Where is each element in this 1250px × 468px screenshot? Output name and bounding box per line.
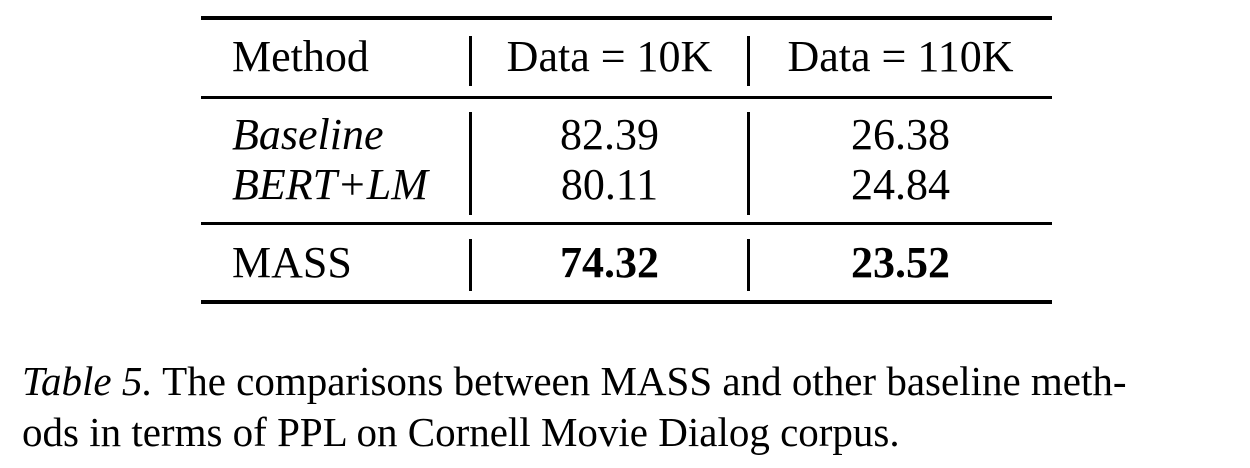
mass-value-110k: 23.52 xyxy=(851,238,950,287)
row-value-110k: 26.38 xyxy=(851,110,950,159)
row-value-10k: 80.11 xyxy=(560,160,659,209)
mass-method: MASS xyxy=(232,238,352,287)
column-separator xyxy=(469,239,472,291)
mass-value-10k: 74.32 xyxy=(560,238,659,287)
caption-label: Table 5. xyxy=(22,358,153,404)
row-method: BERT+LM xyxy=(232,160,428,209)
header-data-110k: Data = 110K xyxy=(787,32,1014,81)
table-caption: Table 5. The comparisons between MASS an… xyxy=(22,356,1232,458)
column-separator xyxy=(747,112,750,215)
table-group-rule xyxy=(201,222,1052,225)
header-method: Method xyxy=(232,32,369,81)
row-method: Baseline xyxy=(232,110,384,159)
table-bottom-rule xyxy=(201,300,1052,304)
caption-line-1: Table 5. The comparisons between MASS an… xyxy=(22,356,1232,407)
table-top-rule xyxy=(201,16,1052,20)
caption-line-2: ods in terms of PPL on Cornell Movie Dia… xyxy=(22,409,900,455)
table-header-rule xyxy=(201,96,1052,99)
row-value-110k: 24.84 xyxy=(851,160,950,209)
column-separator xyxy=(747,239,750,291)
caption-text-1: The comparisons between MASS and other b… xyxy=(152,358,1127,404)
row-value-10k: 82.39 xyxy=(560,110,659,159)
header-data-10k: Data = 10K xyxy=(506,32,713,81)
column-separator xyxy=(747,36,750,86)
column-separator xyxy=(469,36,472,86)
column-separator xyxy=(469,112,472,215)
